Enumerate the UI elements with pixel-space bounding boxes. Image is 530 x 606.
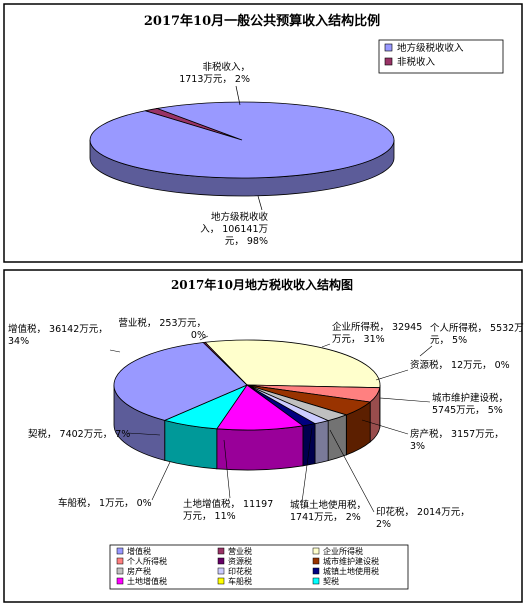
legend-entry-1: 非税收入 — [397, 56, 436, 68]
pie-slice-7 — [216, 384, 304, 431]
label-tax-7-line-0: 印花税， 2014万元， — [376, 506, 470, 518]
chart-1-pie — [89, 101, 395, 197]
label-tax-2-line-0: 企业所得税， 32945 — [332, 321, 422, 333]
label-tax-3-line-1: 元， 5% — [430, 335, 467, 346]
leader-10 — [151, 461, 171, 501]
pie-side-6 — [302, 423, 316, 467]
legend2-swatch-10 — [217, 577, 225, 585]
label-tax-1-line-1: 0% — [191, 330, 206, 341]
pie-side-5 — [314, 420, 329, 465]
legend-entry-0: 地方级税收收入 — [397, 42, 464, 54]
label-tax-3-line-0: 个人所得税， 5532万 — [430, 322, 524, 334]
label-tax-8-line-0: 城镇土地使用税， — [290, 499, 366, 511]
label-tax-7-line-1: 2% — [376, 519, 391, 530]
leader-4 — [375, 369, 409, 381]
legend2-entry-9: 土地增值税 — [127, 576, 167, 586]
legend-swatch-1 — [384, 57, 393, 66]
leader-1 — [199, 335, 209, 341]
pie-slice-11 — [202, 341, 248, 386]
label-tax-1-line-0: 营业税， 253万元， — [118, 317, 206, 329]
legend2-swatch-6 — [116, 567, 124, 575]
legend-swatch-0 — [384, 43, 393, 52]
label-tax-9-line-1: 万元， 11% — [183, 511, 236, 522]
legend2-swatch-11 — [312, 577, 320, 585]
label-localtax-line-0: 地方级税收收 — [211, 211, 269, 223]
legend2-swatch-4 — [217, 557, 225, 565]
leader-0 — [109, 349, 121, 353]
leader-8 — [301, 427, 313, 503]
label-localtax-line-2: 元， 98% — [225, 236, 268, 247]
legend2-swatch-7 — [217, 567, 225, 575]
label-tax-0-line-0: 增值税， 36142万元， — [8, 323, 108, 335]
legend2-entry-1: 营业税 — [228, 546, 252, 556]
leader-9 — [223, 439, 231, 499]
leader-3 — [419, 345, 433, 357]
legend-box-2 — [109, 544, 409, 590]
leader-localtax — [257, 195, 263, 211]
label-tax-9-line-0: 土地增值税， 11197 — [183, 498, 273, 510]
label-tax-5-line-0: 城市维护建设税， — [432, 392, 508, 404]
legend2-entry-4: 资源税 — [228, 556, 252, 566]
legend2-entry-11: 契税 — [323, 576, 339, 586]
legend2-entry-2: 企业所得税 — [323, 546, 363, 556]
pie-side-4 — [327, 414, 347, 462]
leader-11 — [127, 432, 161, 436]
label-tax-10-line-0: 车船税， 1万元， 0% — [58, 497, 152, 509]
legend2-entry-10: 车船税 — [228, 576, 252, 586]
pie-slice-1 — [89, 101, 395, 179]
leader-nontax — [235, 85, 241, 106]
label-tax-6-line-1: 3% — [410, 441, 425, 452]
label-nontax-line-0: 非税收入， — [202, 61, 250, 73]
legend-box — [378, 39, 504, 74]
label-tax-2-line-1: 万元， 31% — [332, 334, 385, 345]
pie-side-7 — [216, 425, 304, 471]
label-tax-5-line-1: 5745万元， 5% — [432, 405, 503, 416]
legend2-entry-6: 房产税 — [127, 566, 151, 576]
label-tax-0-line-1: 34% — [8, 336, 29, 347]
chart-2-title: 2017年10月地方税收收入结构图 — [171, 277, 353, 292]
legend2-entry-8: 城镇土地使用税 — [323, 566, 379, 576]
label-localtax-line-1: 入， 106141万 — [200, 224, 268, 235]
legend2-swatch-2 — [312, 547, 320, 555]
chart-2-pie — [113, 339, 381, 471]
legend2-swatch-9 — [116, 577, 124, 585]
legend2-swatch-8 — [312, 567, 320, 575]
pie-slice-0 — [204, 339, 381, 389]
legend2-swatch-3 — [116, 557, 124, 565]
leader-7 — [329, 429, 375, 513]
legend2-swatch-5 — [312, 557, 320, 565]
legend2-entry-0: 增值税 — [127, 546, 151, 556]
legend2-swatch-0 — [116, 547, 124, 555]
legend2-swatch-1 — [217, 547, 225, 555]
leader-5 — [379, 397, 431, 403]
label-tax-8-line-1: 1741万元， 2% — [290, 512, 361, 523]
label-nontax-line-1: 1713万元， 2% — [179, 74, 250, 85]
label-tax-11-line-0: 契税， 7402万元， 7% — [28, 428, 130, 440]
legend2-entry-5: 城市维护建设税 — [323, 556, 379, 566]
leader-2 — [321, 343, 331, 348]
pie-slice-10 — [113, 342, 248, 421]
chart-1-title: 2017年10月一般公共预算收入结构比例 — [144, 13, 380, 29]
leader-6 — [361, 419, 409, 435]
label-tax-6-line-0: 房产税， 3157万元， — [410, 428, 504, 440]
label-tax-4-line-0: 资源税， 12万元， 0% — [410, 359, 510, 371]
legend2-entry-7: 印花税 — [228, 566, 252, 576]
legend2-entry-3: 个人所得税 — [127, 556, 167, 566]
